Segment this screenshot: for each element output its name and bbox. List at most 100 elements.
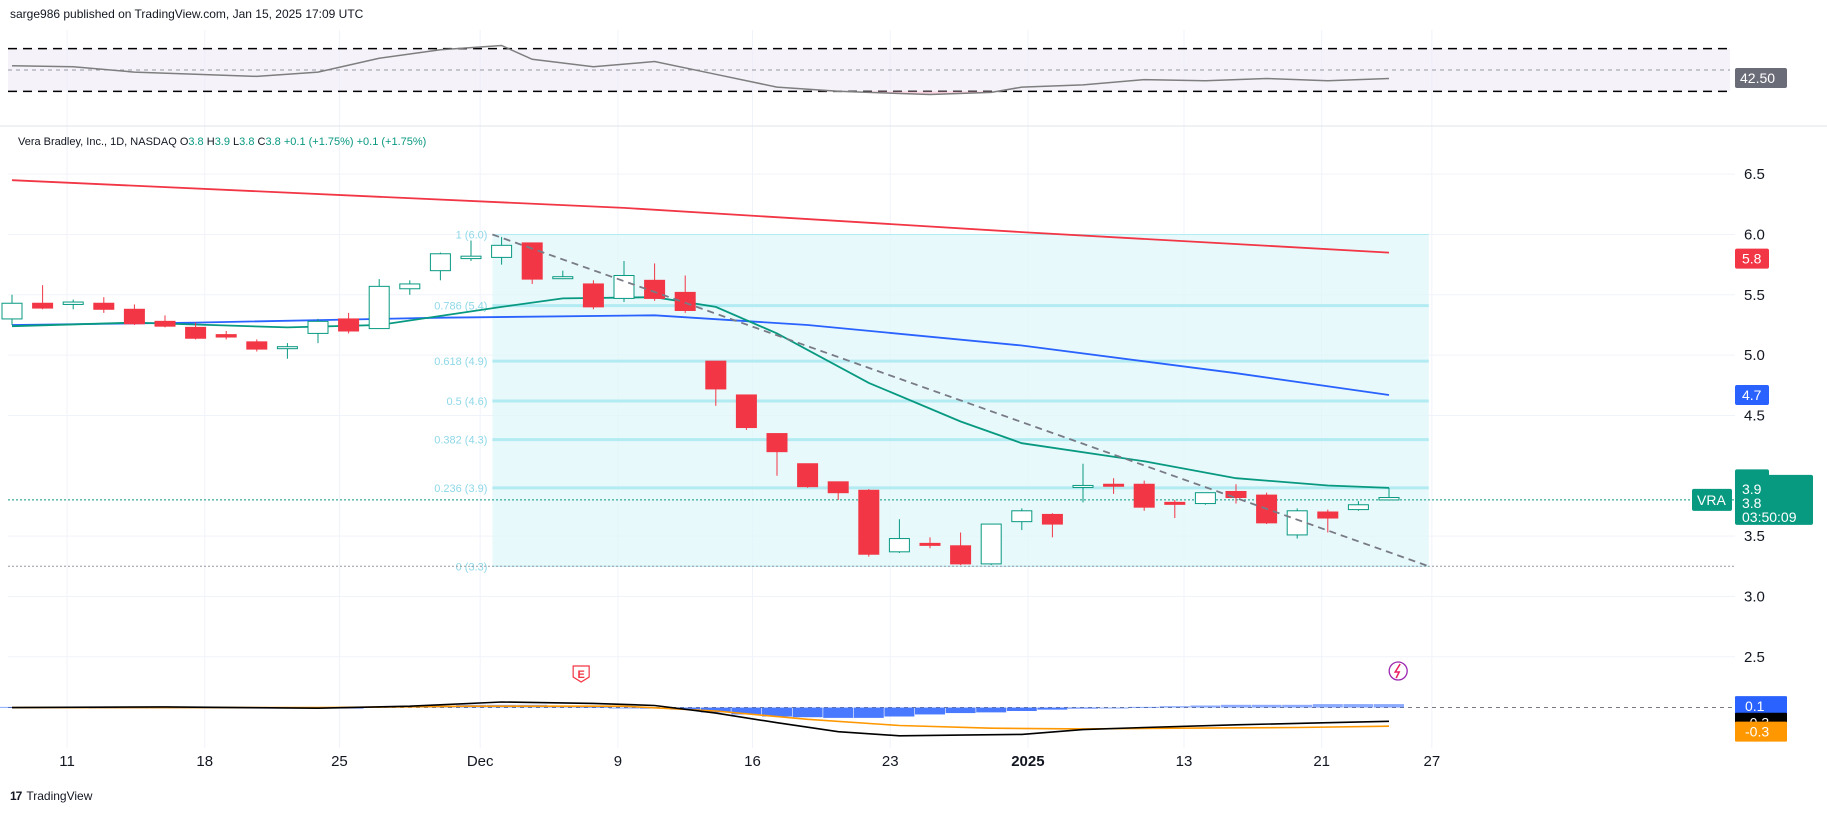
macd-histogram-bar xyxy=(609,707,639,709)
price-tag xyxy=(1735,248,1769,269)
x-axis-tick: Dec xyxy=(467,753,494,770)
fib-level-label: 0.382 (4.3) xyxy=(434,435,487,447)
macd-histogram-bar xyxy=(915,707,945,715)
candle-body xyxy=(552,276,574,280)
macd-histogram-bar xyxy=(945,707,976,714)
x-axis-tick: 9 xyxy=(614,753,622,770)
candle-body xyxy=(1317,511,1339,519)
legend-field: O xyxy=(180,136,189,148)
candle-body xyxy=(215,334,237,338)
ema-50-line xyxy=(11,314,1390,396)
macd-line xyxy=(11,701,1390,737)
y-axis-tick: 5.0 xyxy=(1744,347,1765,364)
macd-histogram-bar xyxy=(1129,706,1160,708)
macd-value-label: 0.1 xyxy=(1745,698,1765,714)
macd-signal-line xyxy=(12,705,1390,730)
macd-histogram-bar xyxy=(1159,706,1190,708)
candle-body xyxy=(307,320,329,334)
candle-body xyxy=(1164,501,1186,505)
legend-field: 3.8 xyxy=(188,136,206,148)
macd-histogram-bar xyxy=(1098,707,1129,709)
candle-body xyxy=(123,308,145,325)
candle-body xyxy=(766,433,788,453)
symbol-legend: Vera Bradley, Inc., 1D, NASDAQ O3.8 H3.9… xyxy=(18,136,426,148)
legend-field: 3.8 xyxy=(265,136,283,148)
candle-body xyxy=(980,523,1002,565)
macd-histogram-bar xyxy=(731,707,762,715)
macd-value-tag xyxy=(1735,696,1787,717)
candle-body xyxy=(1347,504,1369,511)
rsi-value-tag xyxy=(1735,68,1787,88)
macd-histogram-bar xyxy=(1190,705,1221,708)
macd-histogram-bar xyxy=(853,707,884,718)
fib-level-label: 0.236 (3.9) xyxy=(434,483,487,495)
price-tag-label: 5.8 xyxy=(1742,251,1762,267)
price-countdown-tag xyxy=(1735,474,1813,525)
y-axis-tick: 3.0 xyxy=(1744,588,1765,605)
tradingview-brand: TradingView xyxy=(26,789,93,803)
legend-field: 3.9 xyxy=(215,136,233,148)
candle-body xyxy=(460,255,482,260)
candle-body xyxy=(674,291,696,311)
x-axis-tick: 2025 xyxy=(1011,753,1044,770)
macd-histogram-bar xyxy=(1312,704,1343,708)
macd-histogram-bar xyxy=(1221,704,1251,708)
macd-histogram-bar xyxy=(1282,704,1313,708)
fib-level-label: 0.5 (4.6) xyxy=(446,396,487,408)
candle-body xyxy=(827,481,849,494)
x-axis-tick: 11 xyxy=(59,753,75,770)
ema-20-line xyxy=(11,296,1390,489)
candle-body xyxy=(399,283,421,290)
tradingview-footer: 17 TradingView xyxy=(10,789,92,803)
x-axis-tick: 16 xyxy=(744,753,761,770)
candle-body xyxy=(429,253,451,272)
x-axis-tick: 21 xyxy=(1313,753,1330,770)
x-axis-tick: 13 xyxy=(1176,753,1193,770)
macd-histogram-bar xyxy=(578,706,609,708)
candle-body xyxy=(1072,484,1094,488)
macd-histogram-bar xyxy=(762,707,792,717)
macd-histogram-bar xyxy=(823,707,854,718)
candle-body xyxy=(858,489,880,555)
last-high-label: 3.9 xyxy=(1742,481,1762,497)
candle-body xyxy=(185,326,207,339)
bar-countdown-label: 03:50:09 xyxy=(1742,509,1797,525)
candle-body xyxy=(1041,513,1063,525)
macd-histogram-bar xyxy=(976,707,1007,713)
candle-body xyxy=(32,302,54,309)
candle-body xyxy=(1,302,23,320)
macd-histogram-bar xyxy=(884,707,915,717)
fib-level-label: 0.618 (4.9) xyxy=(434,356,487,368)
chart-canvas[interactable]: 42.50 1 (6.0) 0.786 (5.4) 0.618 (4.9) 0.5 (4… xyxy=(0,0,1827,785)
legend-field: Vera Bradley, Inc., 1D, NASDAQ xyxy=(18,136,180,148)
candle-body xyxy=(1286,510,1308,536)
y-axis-tick: 5.5 xyxy=(1744,287,1765,304)
macd-histogram-bar xyxy=(700,707,731,713)
candle-body xyxy=(644,279,666,299)
y-axis-tick: 6.0 xyxy=(1744,226,1765,243)
fib-level-label: 0.786 (5.4) xyxy=(434,301,487,313)
macd-value-label: -0.3 xyxy=(1745,724,1769,740)
fib-level-label: 1 (6.0) xyxy=(456,229,488,241)
legend-field: 3.8 xyxy=(239,136,257,148)
macd-value-tag xyxy=(1735,721,1787,742)
earnings-marker-label: E xyxy=(577,669,584,681)
candle-body xyxy=(491,244,513,258)
ema-200-line xyxy=(11,179,1390,254)
current-price-label: 3.8 xyxy=(1742,495,1762,511)
candle-body xyxy=(1103,483,1125,487)
macd-histogram-bar xyxy=(1251,704,1282,708)
x-axis-tick: 23 xyxy=(882,753,899,770)
candle-body xyxy=(582,283,604,308)
y-axis-tick: 4.5 xyxy=(1744,407,1765,424)
candle-body xyxy=(1225,490,1247,499)
ticker-tag xyxy=(1692,488,1732,511)
legend-field: L xyxy=(233,136,239,148)
candle-body xyxy=(338,318,360,332)
candle-body xyxy=(154,320,176,327)
candle-body xyxy=(797,463,819,488)
macd-histogram-bar xyxy=(1068,707,1098,709)
candle-body xyxy=(276,346,298,350)
y-axis-tick: 3.5 xyxy=(1744,528,1765,545)
candle-body xyxy=(368,285,390,330)
